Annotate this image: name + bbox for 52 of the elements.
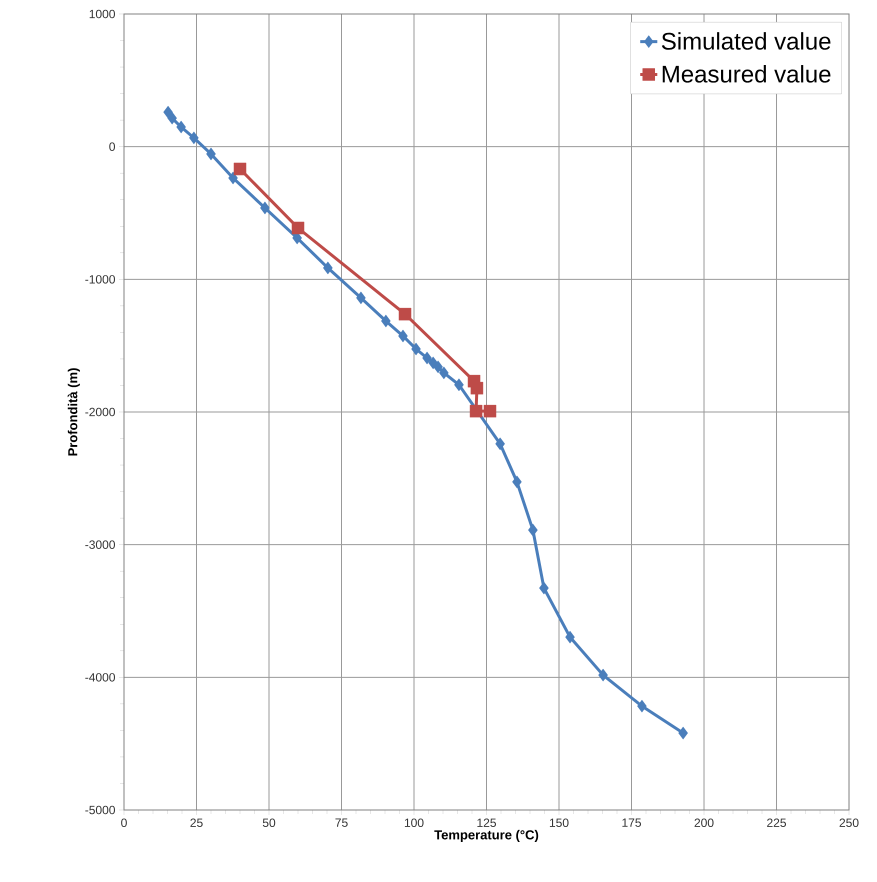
point	[411, 342, 421, 356]
point	[176, 120, 186, 134]
point	[167, 112, 177, 124]
legend-label: Measured value	[662, 65, 830, 83]
point	[234, 162, 246, 176]
x-tick-label: 125	[477, 818, 496, 828]
x-tick-label: 75	[335, 818, 348, 827]
y-tick-label: -1000	[85, 275, 115, 284]
point	[398, 330, 408, 342]
point	[539, 582, 549, 594]
point	[260, 202, 270, 214]
point	[678, 726, 688, 740]
point	[470, 382, 484, 394]
point	[439, 366, 449, 380]
point	[292, 222, 304, 234]
y-tick-label: -3000	[85, 540, 115, 549]
y-axis-title: Profondità (m)	[68, 368, 80, 456]
point	[323, 262, 333, 274]
point	[163, 106, 173, 118]
x-tick-label: 225	[767, 818, 786, 828]
legend-label: Simulated value	[662, 32, 830, 50]
point	[470, 404, 482, 418]
y-tick-label: 0	[109, 142, 116, 151]
x-tick-label: 150	[550, 818, 569, 828]
point	[454, 378, 464, 392]
x-tick-label: 50	[262, 818, 276, 828]
point	[565, 630, 575, 644]
point	[189, 132, 199, 144]
y-tick-label: -4000	[85, 673, 115, 682]
x-tick-label: 0	[121, 818, 127, 828]
point	[381, 314, 391, 328]
point	[484, 404, 496, 418]
point	[528, 524, 538, 536]
y-tick-label: -2000	[85, 408, 115, 416]
point	[637, 700, 647, 712]
x-tick-label: 250	[840, 818, 859, 828]
x-axis-title: Temperature (°C)	[434, 830, 538, 842]
point	[356, 292, 366, 304]
x-tick-label: 25	[190, 818, 203, 828]
point	[433, 360, 443, 374]
point	[398, 308, 412, 320]
point	[512, 476, 522, 488]
point	[422, 352, 432, 364]
y-tick-label: 1000	[90, 10, 115, 18]
point	[228, 172, 238, 184]
y-tick-label: -5000	[85, 806, 115, 814]
point	[495, 438, 505, 450]
point	[598, 668, 608, 682]
x-tick-label: 100	[404, 818, 424, 828]
x-tick-label: 175	[622, 818, 642, 827]
x-tick-label: 200	[694, 818, 714, 828]
point	[206, 148, 216, 160]
